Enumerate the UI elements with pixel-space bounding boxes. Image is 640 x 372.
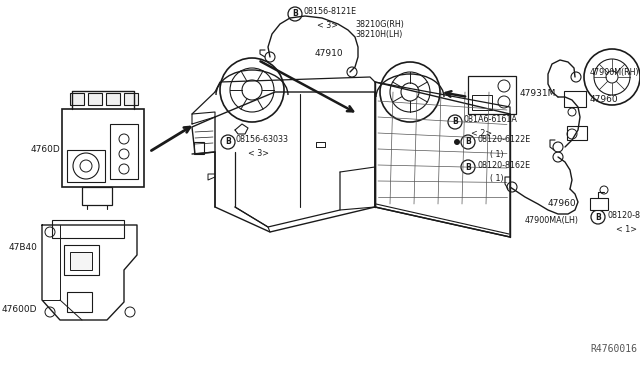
Bar [468, 76, 516, 114]
Text: 47900M(RH): 47900M(RH) [590, 67, 639, 77]
Text: ( 1): ( 1) [490, 174, 504, 183]
Bar [70, 93, 84, 105]
Text: < 3>: < 3> [248, 150, 269, 158]
Bar [567, 126, 587, 140]
Text: R4760016: R4760016 [590, 344, 637, 354]
Text: B: B [465, 163, 471, 171]
Text: 08156-8121E: 08156-8121E [304, 7, 357, 16]
Text: ( 1): ( 1) [490, 150, 504, 158]
Text: 47900MA(LH): 47900MA(LH) [525, 215, 579, 224]
Text: 081A6-6161A: 081A6-6161A [464, 115, 518, 124]
Bar [64, 245, 99, 275]
Bar [82, 187, 112, 205]
Bar [194, 142, 204, 154]
Text: B: B [452, 118, 458, 126]
Bar [88, 93, 102, 105]
Text: 08120-8162E: 08120-8162E [477, 160, 530, 170]
Bar [564, 91, 586, 107]
Bar [472, 95, 492, 110]
Text: B: B [595, 212, 601, 221]
Bar [124, 93, 138, 105]
Bar [62, 109, 144, 187]
Bar [67, 150, 105, 182]
Bar [67, 292, 92, 312]
Text: 47931M: 47931M [520, 90, 556, 99]
Text: 47910: 47910 [315, 49, 344, 58]
Circle shape [454, 139, 460, 145]
Text: B: B [225, 138, 231, 147]
Bar [70, 252, 92, 270]
Text: 38210H(LH): 38210H(LH) [355, 29, 403, 38]
Text: 08120-6122E: 08120-6122E [477, 135, 531, 144]
Text: 4760D: 4760D [30, 144, 60, 154]
Bar [590, 198, 608, 210]
Text: B: B [292, 10, 298, 19]
Text: < 2>: < 2> [471, 129, 492, 138]
Bar [52, 220, 124, 238]
Text: 47600D: 47600D [1, 305, 37, 314]
Text: < 3>: < 3> [317, 22, 338, 31]
Text: 47960: 47960 [548, 199, 577, 208]
Text: 47B40: 47B40 [8, 244, 37, 253]
Bar [106, 93, 120, 105]
Text: B: B [465, 138, 471, 147]
Text: < 1>: < 1> [616, 224, 637, 234]
Text: 38210G(RH): 38210G(RH) [355, 19, 404, 29]
Bar [110, 124, 138, 179]
Text: 08156-63033: 08156-63033 [236, 135, 289, 144]
Text: 47960: 47960 [590, 96, 619, 105]
Text: 08120-8162E: 08120-8162E [607, 211, 640, 219]
